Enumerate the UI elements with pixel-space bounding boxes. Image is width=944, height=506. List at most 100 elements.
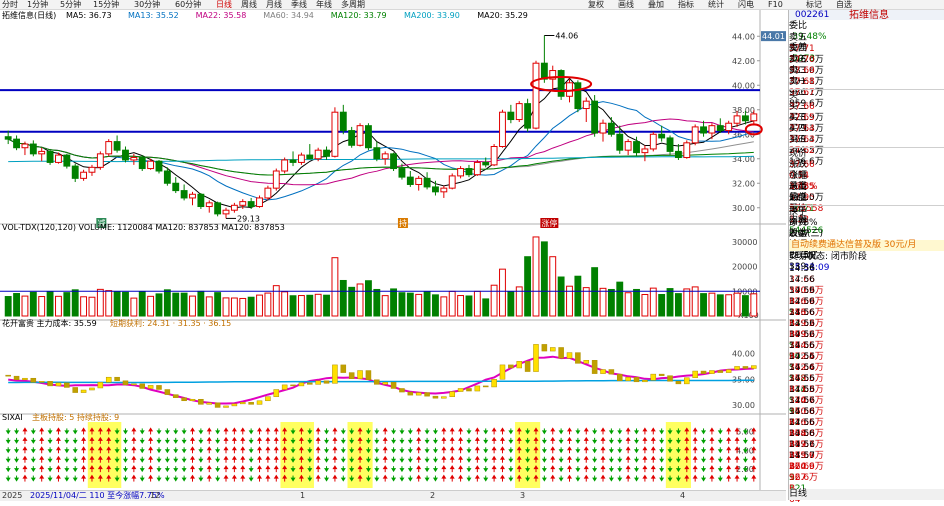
ask-row[interactable]: 卖一 37.67 859.6万 <box>789 77 944 109</box>
period-tab-6[interactable]: 日线 <box>216 0 232 9</box>
candle[interactable] <box>507 104 515 124</box>
candle[interactable] <box>440 185 448 198</box>
candle[interactable] <box>297 152 305 165</box>
candle[interactable] <box>63 153 71 169</box>
signal-marker[interactable] <box>96 218 107 228</box>
candle[interactable] <box>55 152 62 164</box>
candle[interactable] <box>13 135 20 151</box>
candle[interactable] <box>373 141 381 162</box>
candle[interactable] <box>88 164 96 176</box>
ask-row[interactable]: 卖二 37.68 986.1万 <box>789 66 944 98</box>
candle[interactable] <box>457 166 465 179</box>
period-tab-9[interactable]: 季线 <box>291 0 307 9</box>
candle[interactable] <box>113 135 121 153</box>
signal-marker[interactable] <box>540 218 559 228</box>
candle[interactable] <box>750 110 758 126</box>
ask-row[interactable]: 卖五 37.71 246.6万 <box>789 33 944 65</box>
candle[interactable] <box>356 123 364 147</box>
candle[interactable] <box>700 120 707 137</box>
candle[interactable] <box>71 163 79 183</box>
trade-row[interactable]: 14:56 37.66 590.9万 B 116 <box>789 264 944 318</box>
candle[interactable] <box>122 146 129 163</box>
bid-row[interactable]: 买五 37.62 136.6万 <box>789 135 944 167</box>
candle[interactable] <box>515 101 523 122</box>
trade-row[interactable]: 14:56 37.65 172.4万 S 114 <box>789 341 944 395</box>
period-tab-8[interactable]: 月线 <box>266 0 282 9</box>
candle[interactable] <box>155 159 163 174</box>
candle[interactable] <box>658 125 666 142</box>
candle[interactable] <box>406 171 414 187</box>
right-panel-bottom-tab[interactable]: 日线 <box>789 489 944 500</box>
candle[interactable] <box>499 109 506 148</box>
period-tab-7[interactable]: 周线 <box>241 0 257 9</box>
trade-row[interactable]: 14:56 37.66 297.1万 B 124 <box>789 418 944 472</box>
candle[interactable] <box>641 145 649 162</box>
candle[interactable] <box>557 69 565 100</box>
candle[interactable] <box>306 144 314 160</box>
candle[interactable] <box>272 168 280 191</box>
trade-row[interactable]: 14:56 37.66 238.8万 B 119 <box>789 407 944 461</box>
candle[interactable] <box>607 117 615 137</box>
trade-row[interactable]: 14:56 37.66 268.5万 B 124 <box>789 352 944 406</box>
candle[interactable] <box>197 193 205 209</box>
trade-row[interactable]: 14:56 37.65 126.9万 S 73 <box>789 275 944 329</box>
toolbar-button-3[interactable]: 指标 <box>678 0 694 9</box>
candle[interactable] <box>339 104 347 135</box>
ask-row[interactable]: 卖四 37.70 983.6万 <box>789 44 944 76</box>
trade-row[interactable]: 14:56 37.65 199.2万 S 90 <box>789 308 944 362</box>
candle[interactable] <box>130 153 138 165</box>
candle[interactable] <box>591 95 599 137</box>
candle[interactable] <box>38 147 46 162</box>
candle[interactable] <box>465 164 473 178</box>
candle[interactable] <box>230 202 238 213</box>
candle[interactable] <box>264 185 272 201</box>
bid-row[interactable]: 买四 37.63 249.5万 <box>789 124 944 156</box>
candle[interactable] <box>674 144 682 160</box>
period-tab-2[interactable]: 5分钟 <box>60 0 82 9</box>
highlight-ellipse[interactable] <box>530 76 593 93</box>
candle[interactable] <box>649 131 657 152</box>
candle[interactable] <box>482 157 490 168</box>
period-tab-3[interactable]: 15分钟 <box>93 0 120 9</box>
candle[interactable] <box>733 110 741 127</box>
period-tab-1[interactable]: 1分钟 <box>27 0 49 9</box>
candle[interactable] <box>205 200 213 213</box>
candle[interactable] <box>616 125 624 154</box>
toolbar-button-6[interactable]: F10 <box>768 0 783 9</box>
trade-row[interactable]: 14:56 37.66 216.5万 B 119 <box>789 396 944 450</box>
bid-row[interactable]: 买三 37.64 169.4万 <box>789 113 944 145</box>
candle[interactable] <box>432 180 439 196</box>
highlight-ellipse[interactable] <box>744 123 763 136</box>
candle[interactable] <box>289 151 297 167</box>
candle[interactable] <box>415 175 423 191</box>
candle[interactable] <box>46 148 54 165</box>
signal-marker[interactable] <box>397 218 408 228</box>
candle[interactable] <box>574 80 582 113</box>
candle[interactable] <box>448 173 456 190</box>
period-tab-5[interactable]: 60分钟 <box>175 0 202 9</box>
candle[interactable] <box>214 201 222 217</box>
candle[interactable] <box>691 124 699 146</box>
toolbar-button-5[interactable]: 闪电 <box>738 0 754 9</box>
ask-row[interactable]: 卖三 37.69 301.1万 <box>789 55 944 87</box>
trade-row[interactable]: 14:56 37.65 171.3万 S 95 <box>789 363 944 417</box>
candle[interactable] <box>708 123 716 140</box>
candle[interactable] <box>398 163 406 180</box>
candle[interactable] <box>683 140 691 159</box>
trade-row[interactable]: 14:56 37.67 285.9万 B 167 <box>789 429 944 483</box>
candle[interactable] <box>138 155 146 171</box>
candle[interactable] <box>239 199 247 209</box>
period-tab-4[interactable]: 30分钟 <box>134 0 161 9</box>
candle[interactable] <box>256 195 263 208</box>
candle[interactable] <box>247 197 255 209</box>
trade-row[interactable]: 14:56 37.66 160.8万 B 104 <box>789 385 944 439</box>
trade-row[interactable]: 14:56 37.65 110.7万 S 72 <box>789 374 944 428</box>
candle[interactable] <box>314 147 322 162</box>
period-tab-10[interactable]: 年线 <box>316 0 332 9</box>
candle[interactable] <box>189 191 196 206</box>
candle[interactable] <box>599 119 607 142</box>
toolbar-button-0[interactable]: 复权 <box>588 0 604 9</box>
trade-row[interactable]: 14:56 37.66 164.6万 B 76 <box>789 319 944 373</box>
candle[interactable] <box>331 107 339 158</box>
toolbar-button-7[interactable]: 标记 <box>806 0 822 9</box>
